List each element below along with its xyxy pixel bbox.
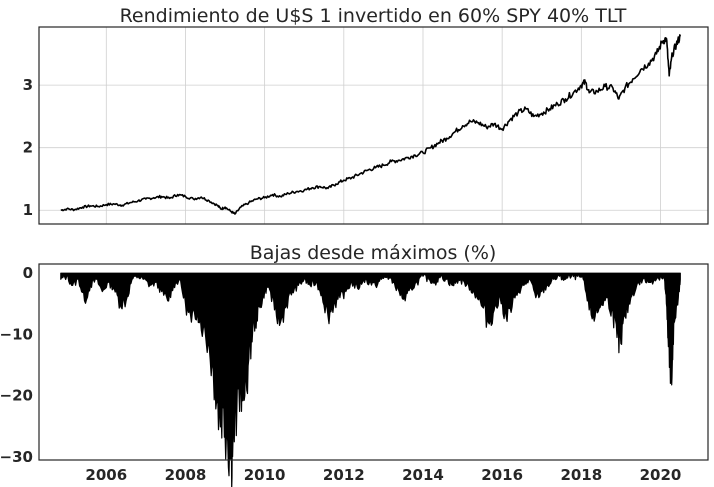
bottom-x-tick-label: 2012 bbox=[323, 466, 365, 484]
top-y-tick-label: 1 bbox=[23, 201, 33, 219]
bottom-x-tick-label: 2006 bbox=[85, 466, 127, 484]
bottom-x-tick-label: 2018 bbox=[560, 466, 602, 484]
bottom-x-tick-label: 2010 bbox=[244, 466, 286, 484]
top-chart: Rendimiento de U$S 1 invertido en 60% SP… bbox=[23, 5, 709, 225]
bottom-x-tick-label: 2020 bbox=[640, 466, 682, 484]
bottom-x-tick-labels: 2006 2008 2010 2012 2014 2016 2018 2020 bbox=[85, 466, 681, 484]
bottom-plot-frame bbox=[38, 263, 709, 461]
bottom-y-tick-label: −10 bbox=[0, 325, 33, 343]
top-series-line bbox=[60, 34, 682, 215]
bottom-drawdown-area bbox=[60, 272, 681, 487]
bottom-y-tick-label: −20 bbox=[0, 387, 33, 405]
bottom-y-tick-labels: 0 −10 −20 −30 bbox=[0, 264, 33, 466]
bottom-chart-title: Bajas desde máximos (%) bbox=[250, 242, 497, 264]
top-y-tick-label: 3 bbox=[23, 76, 33, 94]
bottom-x-tick-label: 2008 bbox=[165, 466, 207, 484]
top-y-tick-labels: 1 2 3 bbox=[23, 76, 33, 219]
bottom-x-tick-label: 2016 bbox=[481, 466, 523, 484]
top-gridlines bbox=[39, 27, 708, 224]
bottom-chart: Bajas desde máximos (%) 0−10−20−30 2006 2… bbox=[0, 242, 709, 487]
top-plot-frame bbox=[38, 26, 709, 225]
top-y-tick-label: 2 bbox=[23, 139, 33, 157]
bottom-y-tick-label: −30 bbox=[0, 448, 33, 466]
bottom-y-tick-label: 0 bbox=[23, 264, 33, 282]
top-chart-title: Rendimiento de U$S 1 invertido en 60% SP… bbox=[120, 5, 627, 27]
bottom-x-tick-label: 2014 bbox=[402, 466, 444, 484]
